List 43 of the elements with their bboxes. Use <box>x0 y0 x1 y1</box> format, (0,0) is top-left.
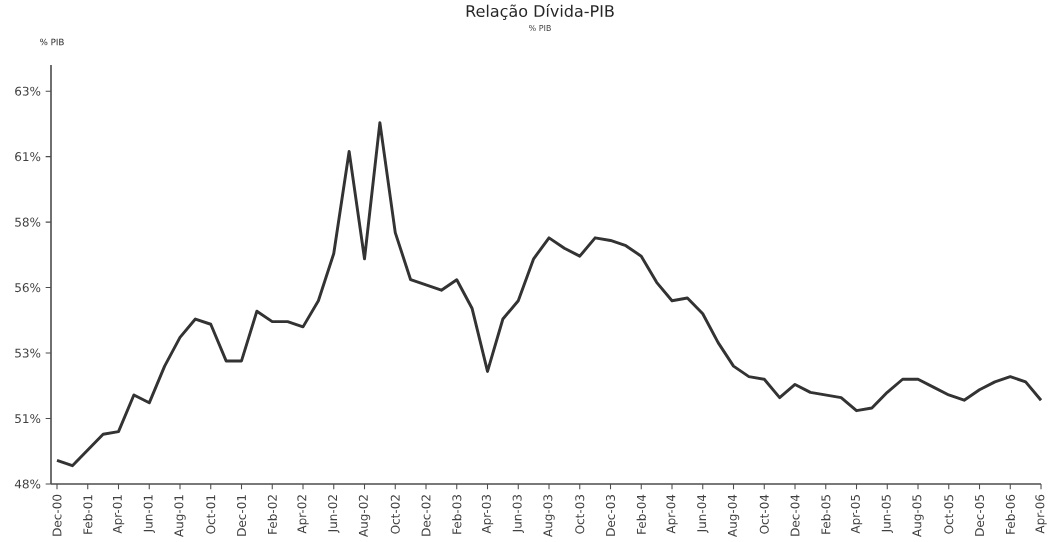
x-tick-label: Aug-04 <box>727 494 740 537</box>
x-tick-label: Dec-00 <box>52 494 62 536</box>
y-tick-label: 48% <box>14 479 41 489</box>
x-tick-label: Dec-04 <box>790 494 800 536</box>
x-tick-label: Dec-03 <box>605 495 616 536</box>
x-tick-label: Oct-03 <box>575 495 585 534</box>
x-tick-label: Apr-06 <box>1035 494 1047 534</box>
x-tick-label: Aug-01 <box>174 495 186 537</box>
y-tick-label: 58% <box>15 217 41 227</box>
x-tick-label: Apr-03 <box>481 495 494 534</box>
x-tick-label: Oct-01 <box>206 495 216 534</box>
x-tick-label: Feb-01 <box>83 495 93 534</box>
x-tick-label: Apr-04 <box>666 494 678 534</box>
x-tick-label: Jun-02 <box>328 495 340 534</box>
y-tick-label: 56% <box>15 283 41 293</box>
y-tick-label: 53% <box>15 348 41 358</box>
x-tick-label: Aug-05 <box>912 495 924 537</box>
x-tick-label: Dec-01 <box>236 495 247 536</box>
y-axis-title: % PIB <box>40 38 64 46</box>
x-tick-label: Apr-05 <box>850 495 863 534</box>
x-tick-label: Feb-06 <box>1005 494 1015 534</box>
x-tick-label: Dec-02 <box>421 495 431 536</box>
x-tick-label: Jun-05 <box>881 495 893 534</box>
x-tick-label: Aug-02 <box>358 495 371 537</box>
x-tick-label: Aug-03 <box>543 495 555 537</box>
x-tick-label: Dec-05 <box>974 495 985 536</box>
x-tick-label: Feb-04 <box>636 494 646 534</box>
x-tick-label: Jun-03 <box>512 495 524 534</box>
x-tick-label: Oct-05 <box>944 495 954 534</box>
y-tick-label: 63% <box>15 86 41 96</box>
chart-subtitle: % PIB <box>529 24 551 32</box>
chart-title: Relação Dívida-PIB <box>466 4 614 20</box>
x-tick-label: Jun-04 <box>697 494 709 534</box>
x-tick-label: Jun-01 <box>143 495 155 534</box>
x-tick-label: Feb-03 <box>452 495 462 534</box>
x-tick-label: Apr-02 <box>297 495 309 534</box>
y-tick-label: 51% <box>15 413 41 424</box>
x-tick-label: Oct-02 <box>390 495 400 534</box>
x-tick-label: Oct-04 <box>759 494 769 534</box>
x-tick-label: Apr-01 <box>112 495 125 534</box>
x-tick-label: Feb-02 <box>267 495 277 534</box>
x-tick-label: Feb-05 <box>821 495 831 534</box>
y-tick-label: 61% <box>15 152 41 162</box>
